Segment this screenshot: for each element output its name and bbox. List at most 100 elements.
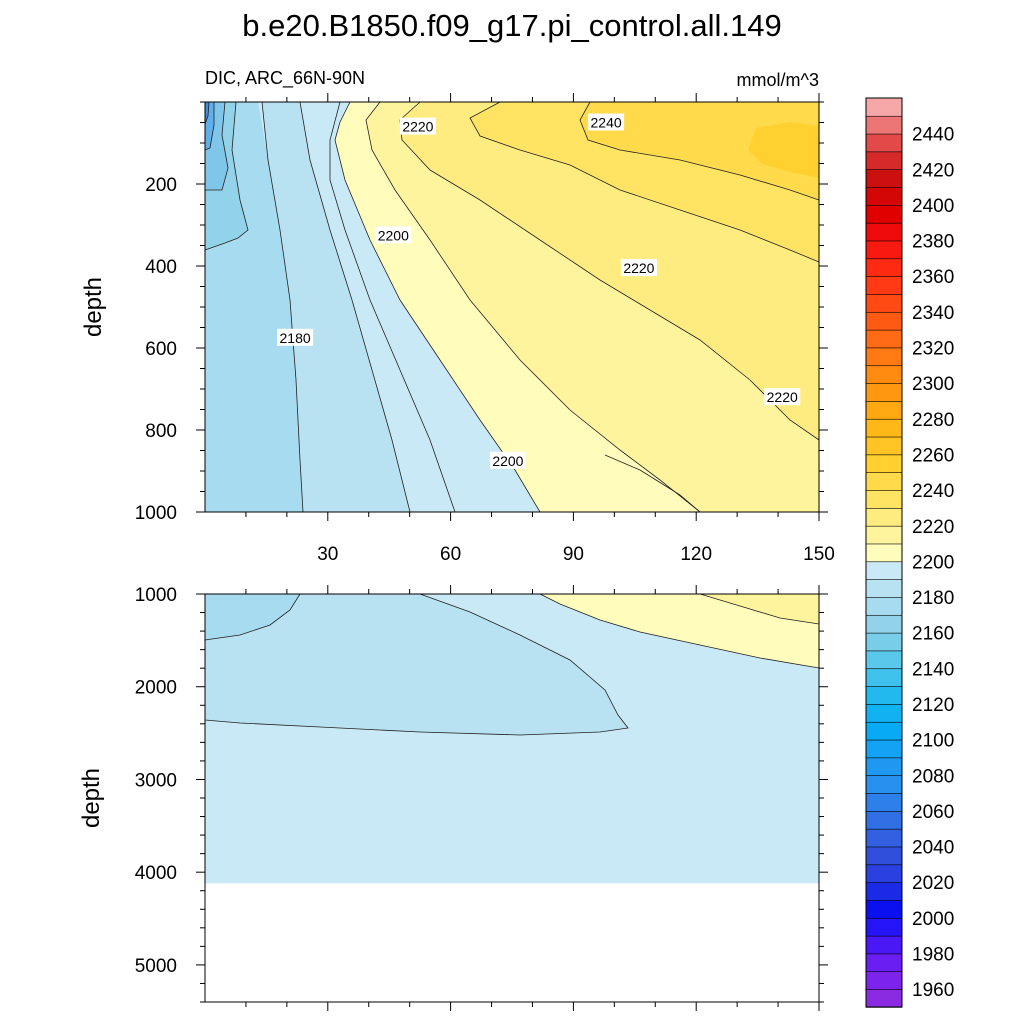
- y-tick-label: 200: [145, 175, 177, 196]
- contour-label: 2220: [399, 117, 436, 135]
- colorbar-box: [865, 810, 903, 830]
- colorbar-box: [865, 899, 903, 919]
- colorbar-label: 2000: [912, 909, 954, 930]
- band-2210-deep: [700, 594, 819, 624]
- contour-line: [204, 101, 210, 125]
- colorbar-label: 2140: [912, 659, 954, 680]
- colorbar-label: 2440: [912, 125, 954, 146]
- y-tick-label: 4000: [135, 863, 177, 884]
- contour-label-bg: [764, 388, 801, 406]
- figure-title: b.e20.B1850.f09_g17.pi_control.all.149: [242, 8, 782, 43]
- contour-label-text: 2220: [402, 119, 433, 135]
- colorbar-label: 2160: [912, 624, 954, 645]
- colorbar-box: [865, 739, 903, 759]
- contour-label-bg: [588, 113, 625, 131]
- band-2110: [205, 102, 209, 124]
- colorbar-box: [865, 668, 903, 687]
- colorbar-box: [865, 133, 903, 153]
- colorbar-frame: [865, 97, 903, 1008]
- contour-label-bg: [277, 328, 314, 346]
- colorbar-box: [865, 418, 903, 438]
- contour-line: [334, 101, 541, 513]
- colorbar-label: 2180: [912, 588, 954, 609]
- colorbar-box: [865, 614, 903, 634]
- colorbar-box: [865, 204, 903, 224]
- y-tick-label: 2000: [135, 678, 177, 699]
- contour-label-bg: [620, 259, 657, 277]
- contour-label-bg: [399, 117, 436, 135]
- colorbar-box: [865, 168, 903, 188]
- x-tick-label: 90: [563, 544, 584, 565]
- colorbar-box: [865, 382, 903, 402]
- colorbar-box: [865, 240, 903, 260]
- contour-label-bg: [489, 451, 526, 469]
- colorbar-box: [865, 275, 903, 295]
- colorbar-label: 2360: [912, 267, 954, 288]
- colorbar-box: [865, 988, 903, 1008]
- contour-label-text: 2180: [280, 330, 311, 346]
- contour-line: [204, 593, 629, 736]
- band-2250: [748, 122, 819, 178]
- colorbar-box: [865, 703, 903, 723]
- colorbar-box: [865, 935, 903, 955]
- colorbar-box: [865, 774, 903, 794]
- colorbar-label: 2240: [912, 481, 954, 502]
- colorbar-box: [865, 632, 903, 652]
- contour-label-text: 2200: [378, 227, 409, 243]
- x-tick-label: 150: [803, 544, 835, 565]
- colorbar-box: [865, 151, 903, 170]
- contour-label-bg: [375, 226, 412, 244]
- colorbar-box: [865, 971, 903, 990]
- contour-line: [204, 101, 249, 251]
- band-2170-deep: [205, 594, 300, 640]
- colorbar-box: [865, 953, 903, 973]
- contour-line: [399, 101, 820, 441]
- contour-label: 2200: [375, 226, 412, 244]
- colorbar-box: [865, 792, 903, 812]
- contour-line: [604, 454, 701, 513]
- contour-line: [579, 101, 820, 201]
- colorbar-label: 2060: [912, 802, 954, 823]
- contour-line: [204, 102, 215, 151]
- contour-label: 2200: [489, 451, 526, 469]
- colorbar-label: 1980: [912, 945, 954, 966]
- colorbar-box: [865, 347, 903, 367]
- colorbar-box: [865, 721, 903, 741]
- y-tick-label: 1000: [135, 503, 177, 524]
- band-2240: [580, 102, 819, 200]
- colorbar-label: 2200: [912, 552, 954, 573]
- contour-line: [469, 101, 820, 263]
- band-2190b: [300, 102, 455, 512]
- y-tick-label: 800: [145, 421, 177, 442]
- colorbar-box: [865, 489, 903, 509]
- colorbar-box: [865, 561, 903, 580]
- colorbar-box: [865, 846, 903, 866]
- colorbar-box: [865, 222, 903, 242]
- contour-label: 2220: [620, 259, 657, 277]
- contour-label: 2240: [588, 113, 625, 131]
- colorbar-label: 2100: [912, 731, 954, 752]
- contour-line: [261, 101, 304, 513]
- colorbar-box: [865, 311, 903, 331]
- colorbar-box: [865, 578, 903, 598]
- colorbar-box: [865, 115, 903, 135]
- band-2200-deep: [540, 594, 819, 668]
- colorbar-label: 2220: [912, 517, 954, 538]
- colorbar-box: [865, 881, 903, 901]
- lower-panel: 1000 2000 3000 4000 5000 depth: [78, 585, 828, 1011]
- x-tick-labels: 30 60 90 120 150: [317, 544, 835, 565]
- colorbar-label: 2080: [912, 766, 954, 787]
- contour-line: [204, 593, 301, 641]
- colorbar-box: [865, 917, 903, 937]
- x-tick-label: 60: [440, 544, 461, 565]
- colorbar-box: [865, 507, 903, 527]
- x-tick-label: 30: [317, 544, 338, 565]
- colorbar-box: [865, 828, 903, 848]
- y-tick-label: 5000: [135, 956, 177, 977]
- colorbar-label: 2280: [912, 410, 954, 431]
- colorbar-label: 2020: [912, 873, 954, 894]
- colorbar-box: [865, 525, 903, 545]
- colorbar-box: [865, 757, 903, 776]
- contour-line: [365, 101, 701, 513]
